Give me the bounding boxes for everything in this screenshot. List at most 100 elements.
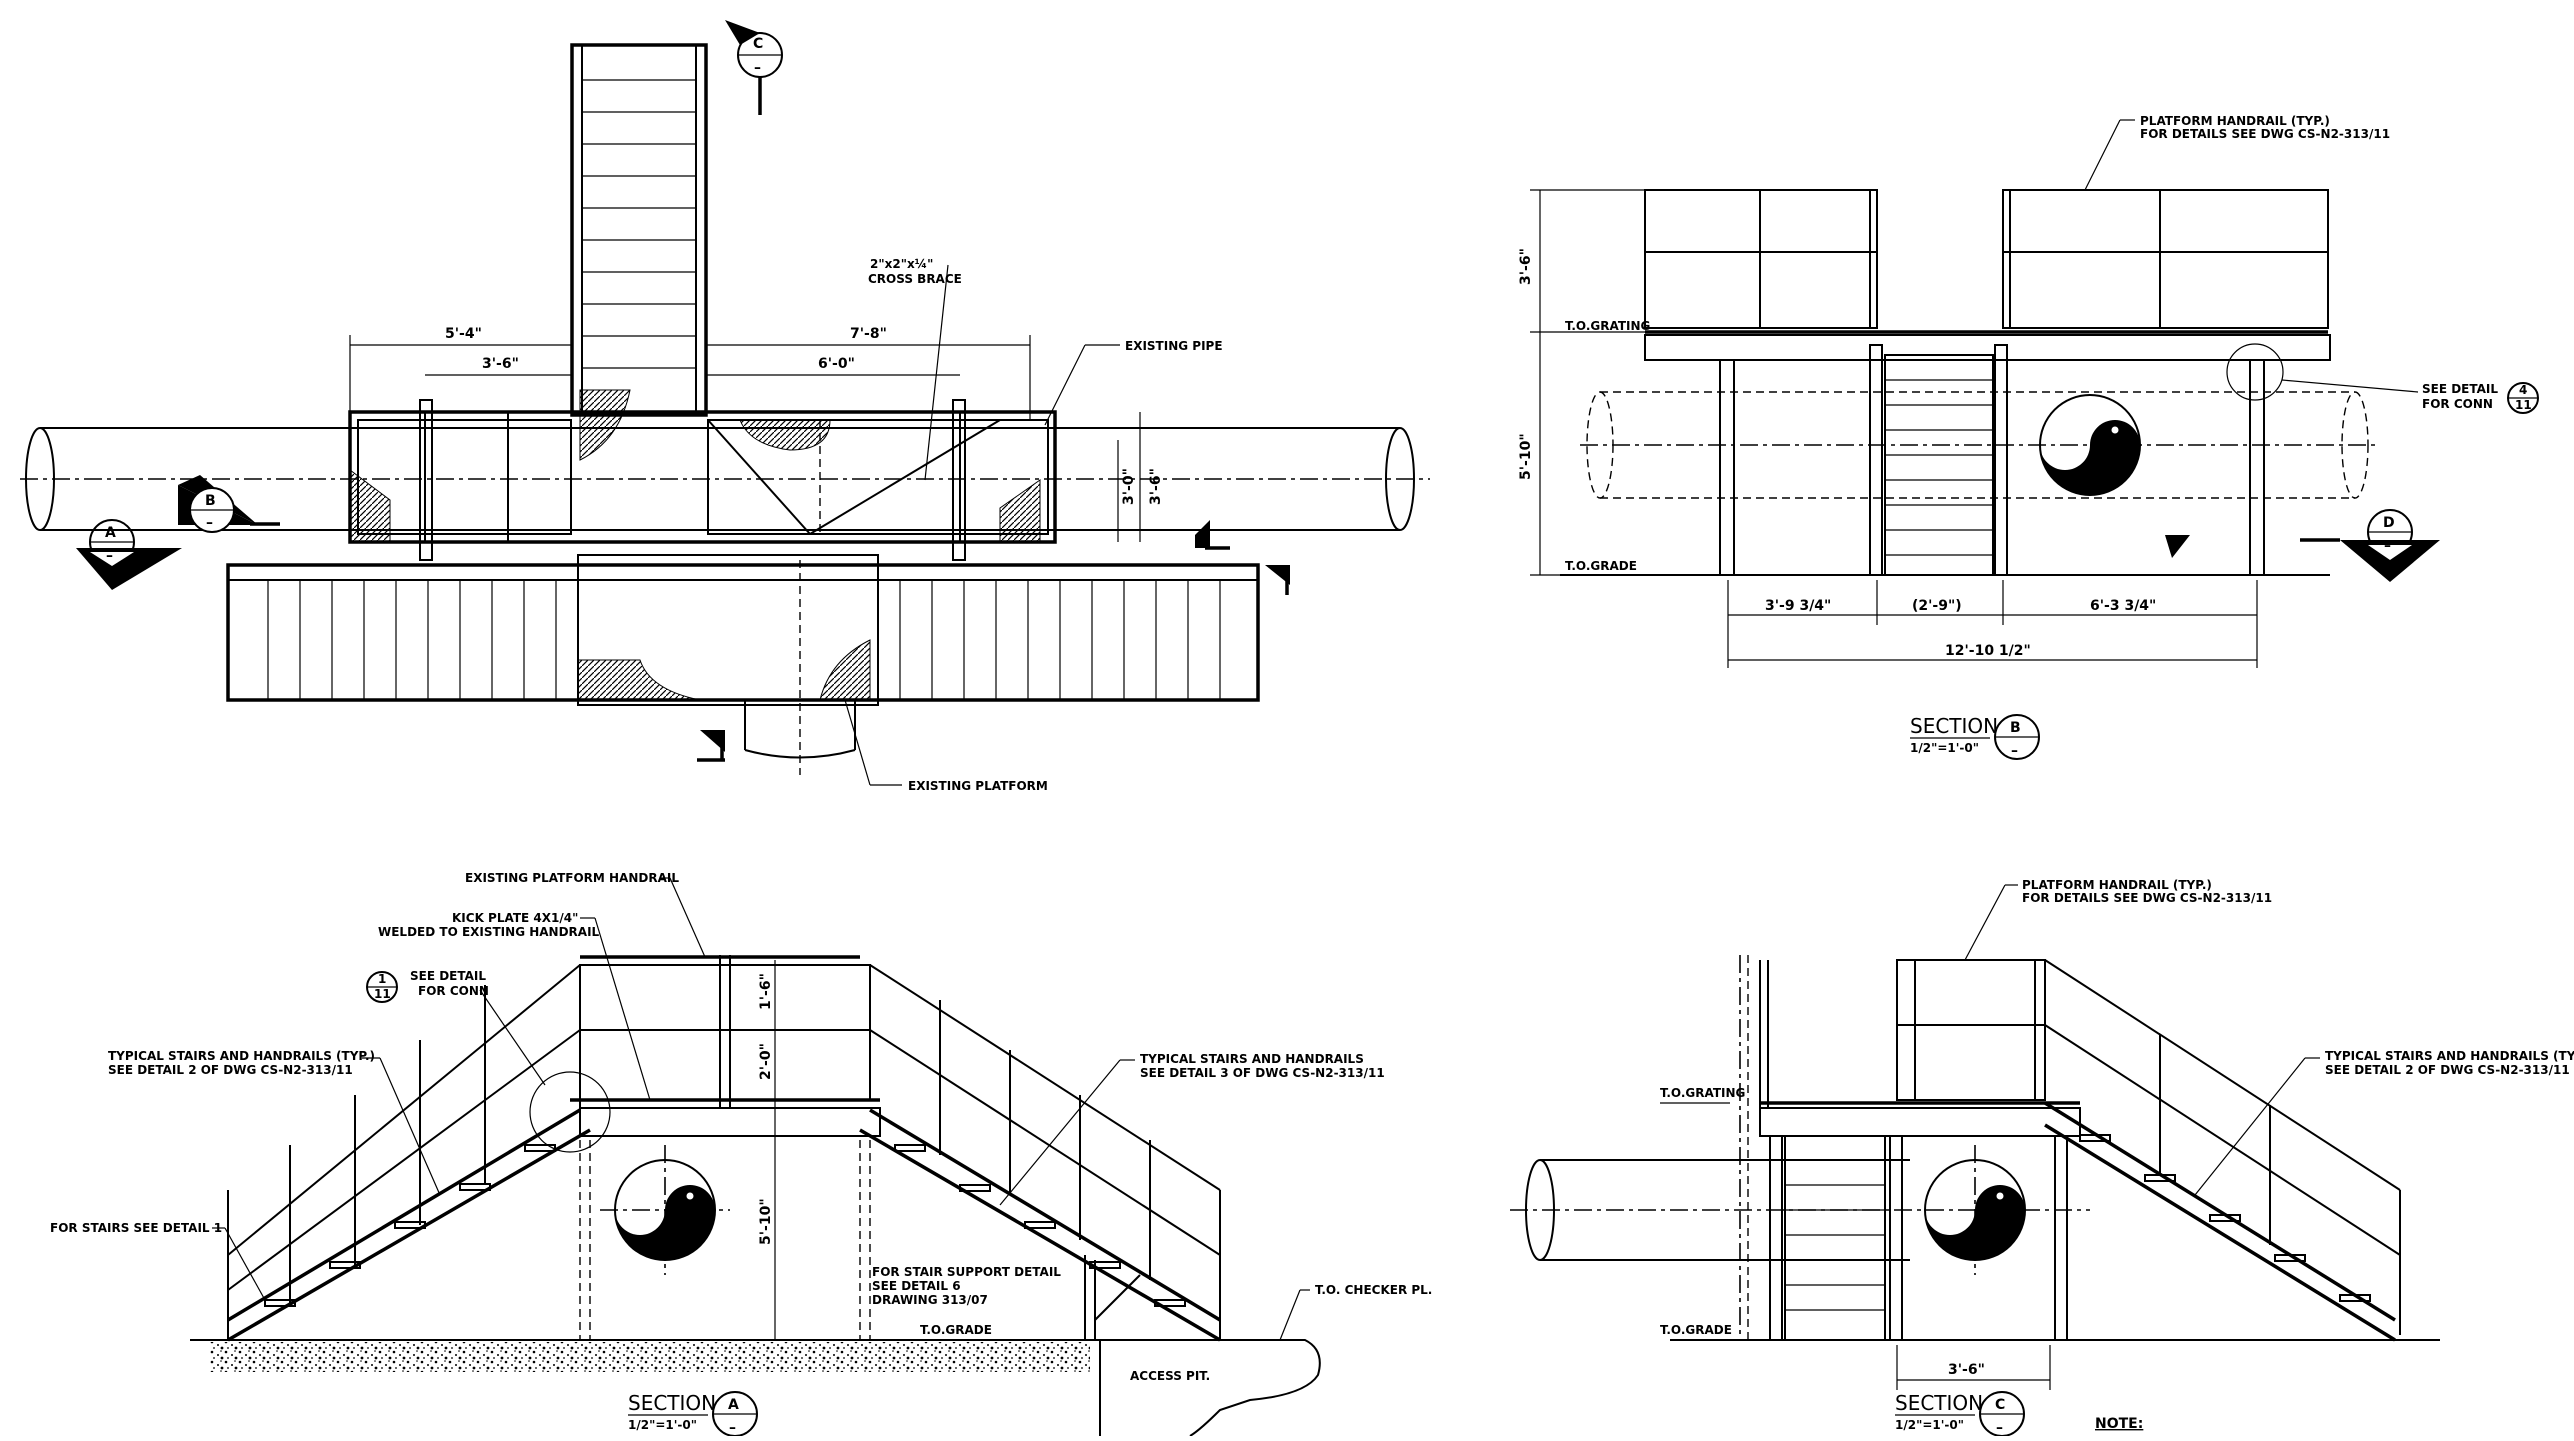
plan-marker-a-sub: –	[106, 548, 113, 564]
section-b-title-text: SECTION	[1910, 714, 1998, 738]
section-a-for-stairs: FOR STAIRS SEE DETAIL 1	[50, 1221, 222, 1235]
section-c-dim-3-6: 3'-6"	[1948, 1362, 1985, 1378]
section-b-dim-3-9: 3'-9 3/4"	[1765, 598, 1831, 614]
plan-cross-brace-label: CROSS BRACE	[868, 272, 962, 286]
plan-labels: 2"x2"x¼" CROSS BRACE EXISTING PIPE EXIST…	[844, 257, 1223, 793]
section-b-marker-d: D –	[2300, 509, 2440, 582]
section-a-checker: T.O. CHECKER PL.	[1315, 1283, 1432, 1297]
section-b-see-detail: SEE DETAIL	[2422, 382, 2498, 396]
section-b: 4 11 SEE DETAIL FOR CONN PLATFORM HANDRA…	[1518, 114, 2539, 760]
section-a-typ-left-2: SEE DETAIL 2 OF DWG CS-N2-313/11	[108, 1063, 353, 1077]
section-a-typ-right-2: SEE DETAIL 3 OF DWG CS-N2-313/11	[1140, 1066, 1385, 1080]
section-b-pipe	[1580, 391, 2380, 499]
section-b-marker-d-letter: D	[2383, 515, 2395, 531]
plan-marker-c-letter: C	[753, 36, 763, 52]
section-a-detail-top: 1	[378, 972, 386, 986]
section-a-title-text: SECTION	[628, 1391, 716, 1415]
section-b-to-grade: T.O.GRADE	[1565, 559, 1637, 573]
section-a-left-stair	[227, 964, 591, 1342]
plan-marker-b: B –	[178, 475, 280, 533]
section-c-note: NOTE:	[2095, 1416, 2143, 1432]
section-a-platform	[570, 955, 881, 1340]
section-b-scale: 1/2"=1'-0"	[1910, 741, 1979, 755]
section-b-detail-top: 4	[2519, 383, 2527, 397]
plan-marker-c: C –	[725, 20, 783, 115]
section-b-handrail-1: PLATFORM HANDRAIL (TYP.)	[2140, 114, 2330, 128]
section-a-dim-5-10: 5'-10"	[758, 1198, 774, 1245]
section-a-title-letter: A	[728, 1397, 739, 1413]
plan-dim-3-6v: 3'-6"	[1148, 468, 1164, 505]
section-c-title: SECTION C – 1/2"=1'-0"	[1895, 1391, 2025, 1437]
section-c-title-letter: C	[1995, 1397, 2005, 1413]
section-b-dim-2-9: (2'-9")	[1912, 598, 1962, 614]
section-b-handrails	[1644, 189, 2331, 361]
section-c-title-text: SECTION	[1895, 1391, 1983, 1415]
section-b-dim-3-6: 3'-6"	[1518, 248, 1534, 285]
section-c-handrail-1: PLATFORM HANDRAIL (TYP.)	[2022, 878, 2212, 892]
section-a-support-1: FOR STAIR SUPPORT DETAIL	[872, 1265, 1061, 1279]
section-a-support-3: DRAWING 313/07	[872, 1293, 988, 1307]
plan-existing-platform-label: EXISTING PLATFORM	[908, 779, 1048, 793]
section-b-for-conn: FOR CONN	[2422, 397, 2493, 411]
section-b-dim-6-3: 6'-3 3/4"	[2090, 598, 2156, 614]
section-a-dim-1-6: 1'-6"	[758, 973, 774, 1010]
section-a-title-dash: –	[729, 1420, 736, 1436]
section-b-title-letter: B	[2010, 720, 2021, 736]
section-c-platform	[1759, 959, 2081, 1341]
plan-marker-b-sub: –	[206, 515, 213, 531]
section-b-title-dash: –	[2011, 743, 2018, 759]
section-c-to-grade: T.O.GRADE	[1660, 1323, 1732, 1337]
plan-dim-5-4: 5'-4"	[445, 326, 482, 342]
plan-dim-7-8: 7'-8"	[850, 326, 887, 342]
section-c-typ-1: TYPICAL STAIRS AND HANDRAILS (TYP.)	[2325, 1049, 2574, 1063]
section-b-title: SECTION B – 1/2"=1'-0"	[1910, 714, 2040, 760]
plan-cross-brace-size: 2"x2"x¼"	[870, 257, 933, 271]
section-b-marker-d-sub: –	[2384, 538, 2391, 554]
section-b-dim-5-10: 5'-10"	[1518, 433, 1534, 480]
section-a-dim-2-0: 2'-0"	[758, 1043, 774, 1080]
section-b-handrail-2: FOR DETAILS SEE DWG CS-N2-313/11	[2140, 127, 2390, 141]
section-a-right-stair	[859, 964, 1221, 1342]
section-c: T.O.GRATING T.O.GRADE PLATFORM HANDRAIL …	[1510, 878, 2574, 1437]
section-a-access-pit: ACCESS PIT.	[1130, 1369, 1210, 1383]
section-a-to-grade: T.O.GRADE	[920, 1323, 992, 1337]
section-c-stair	[2044, 959, 2401, 1342]
plan-dim-6-0: 6'-0"	[818, 356, 855, 372]
section-c-handrail-2: FOR DETAILS SEE DWG CS-N2-313/11	[2022, 891, 2272, 905]
section-c-typ-2: SEE DETAIL 2 OF DWG CS-N2-313/11	[2325, 1063, 2570, 1077]
plan-marker-c-sub: –	[754, 60, 761, 76]
plan-existing-platform	[226, 554, 1260, 775]
section-a-typ-right-1: TYPICAL STAIRS AND HANDRAILS	[1140, 1052, 1364, 1066]
section-a-kick-1: KICK PLATE 4X1/4"	[452, 911, 578, 925]
section-b-to-grating: T.O.GRATING	[1565, 319, 1650, 333]
section-a-title: SECTION A – 1/2"=1'-0"	[628, 1391, 758, 1437]
plan-existing-pipe	[20, 427, 1430, 531]
plan-existing-pipe-label: EXISTING PIPE	[1125, 339, 1223, 353]
section-c-to-grating: T.O.GRATING	[1660, 1086, 1745, 1100]
section-a-scale: 1/2"=1'-0"	[628, 1418, 697, 1432]
plan-dim-3-0: 3'-0"	[1121, 468, 1137, 505]
section-a-see-detail: SEE DETAIL	[410, 969, 486, 983]
section-a-kick-2: WELDED TO EXISTING HANDRAIL	[378, 925, 600, 939]
plan-dim-3-6: 3'-6"	[482, 356, 519, 372]
section-a: T.O. CHECKER PL. ACCESS PIT. 1'-6" 2'-0"…	[50, 871, 1432, 1437]
plan-marker-b-letter: B	[205, 493, 216, 509]
section-c-scale: 1/2"=1'-0"	[1895, 1418, 1964, 1432]
plan-marker-a-letter: A	[105, 525, 116, 541]
section-c-title-dash: –	[1996, 1420, 2003, 1436]
section-a-support-2: SEE DETAIL 6	[872, 1279, 961, 1293]
plan-stair-vertical	[570, 43, 708, 417]
section-b-dim-12-10: 12'-10 1/2"	[1945, 643, 2031, 659]
section-a-for-conn: FOR CONN	[418, 984, 489, 998]
section-a-existing-handrail: EXISTING PLATFORM HANDRAIL	[465, 871, 679, 885]
section-b-detail-bottom: 11	[2515, 398, 2532, 412]
plan-platform	[348, 389, 1057, 561]
plan-dimensions: 5'-4" 3'-6" 7'-8" 6'-0" 3'-0" 3'-6"	[349, 326, 1164, 542]
plan-view: 5'-4" 3'-6" 7'-8" 6'-0" 3'-0" 3'-6" 2"x2…	[20, 20, 1430, 793]
plan-marker-a: A –	[76, 519, 182, 590]
section-b-stair	[1884, 354, 1994, 576]
section-a-typ-left-1: TYPICAL STAIRS AND HANDRAILS (TYP.)	[108, 1049, 375, 1063]
section-a-detail-bottom: 11	[374, 987, 391, 1001]
